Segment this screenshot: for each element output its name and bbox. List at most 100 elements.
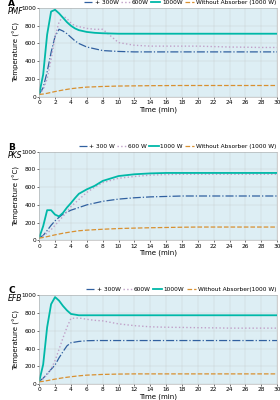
600 W xyxy=(180,172,184,177)
600 W xyxy=(77,197,81,202)
+ 300W xyxy=(244,50,247,54)
Without Absorber(1000 W) xyxy=(69,374,73,379)
+ 300W xyxy=(49,367,53,372)
Without Absorber(1000 W) xyxy=(61,375,65,380)
1000W xyxy=(93,313,96,318)
600W xyxy=(149,324,152,329)
600W xyxy=(212,44,215,49)
+ 300W xyxy=(228,50,231,54)
1000W xyxy=(41,362,45,367)
Line: Without Absorber(1000 W): Without Absorber(1000 W) xyxy=(39,374,277,382)
600W xyxy=(196,325,200,330)
600W xyxy=(101,318,104,323)
1000W xyxy=(196,313,200,318)
+ 300 W xyxy=(53,218,57,223)
Without Absorber (1000 W) xyxy=(85,228,88,232)
1000 W xyxy=(65,205,69,210)
Legend: + 300 W, 600 W, 1000 W, Without Absorber (1000 W): + 300 W, 600 W, 1000 W, Without Absorber… xyxy=(78,143,277,149)
1000W xyxy=(73,26,77,31)
1000W xyxy=(38,379,41,384)
+ 300W xyxy=(85,45,88,50)
1000 W xyxy=(260,170,263,175)
Without Absorber(1000 W) xyxy=(180,372,184,376)
1000W xyxy=(117,31,120,36)
1000W xyxy=(49,9,53,14)
1000W xyxy=(77,28,81,32)
600W xyxy=(81,25,85,30)
Without Absorber (1000 W) xyxy=(77,228,81,233)
1000W xyxy=(260,313,263,318)
1000W xyxy=(53,7,57,12)
Without Absorber(1000 W) xyxy=(41,379,45,384)
600W xyxy=(180,44,184,48)
+ 300W xyxy=(45,372,49,376)
+ 300 W xyxy=(45,228,49,233)
1000W xyxy=(212,313,215,318)
+ 300W xyxy=(101,48,104,53)
1000 W xyxy=(45,208,49,212)
600W xyxy=(61,336,65,340)
Without Absorber(1000 W) xyxy=(276,372,279,376)
+ 300W xyxy=(69,340,73,345)
600W xyxy=(69,316,73,321)
Without Absorber (1000 W) xyxy=(228,225,231,230)
X-axis label: Time (min): Time (min) xyxy=(139,106,177,113)
+ 300 W xyxy=(93,201,96,206)
Without Absorber (1000 W) xyxy=(196,225,200,230)
600W xyxy=(57,347,61,352)
Without Absorber (1000 W) xyxy=(180,83,184,88)
Line: 600 W: 600 W xyxy=(39,174,277,238)
600W xyxy=(101,27,104,32)
Without Absorber (1000 W) xyxy=(164,225,168,230)
600 W xyxy=(45,231,49,236)
600W xyxy=(228,326,231,330)
Without Absorber (1000 W) xyxy=(38,236,41,240)
Without Absorber (1000 W) xyxy=(38,92,41,97)
600W xyxy=(85,317,88,322)
600W xyxy=(93,318,96,323)
1000W xyxy=(212,31,215,36)
1000W xyxy=(61,15,65,20)
600W xyxy=(117,40,120,45)
1000W xyxy=(53,295,57,300)
1000W xyxy=(149,313,152,318)
Without Absorber (1000 W) xyxy=(276,83,279,88)
Without Absorber (1000 W) xyxy=(117,226,120,231)
600W xyxy=(133,323,136,328)
+ 300W xyxy=(38,379,41,384)
600W xyxy=(228,45,231,50)
+ 300W xyxy=(77,41,81,46)
+ 300W xyxy=(133,338,136,343)
+ 300W xyxy=(276,50,279,54)
Without Absorber (1000 W) xyxy=(77,86,81,90)
+ 300 W xyxy=(133,195,136,200)
1000W xyxy=(101,313,104,318)
1000 W xyxy=(38,235,41,240)
Without Absorber(1000 W) xyxy=(244,372,247,376)
600W xyxy=(149,44,152,48)
1000 W xyxy=(244,170,247,175)
Without Absorber (1000 W) xyxy=(85,85,88,90)
1000 W xyxy=(69,201,73,206)
Legend: + 300W, 600W, 1000W, Without Absorber (1000 W): + 300W, 600W, 1000W, Without Absorber (1… xyxy=(83,0,277,6)
1000W xyxy=(49,302,53,306)
600W xyxy=(164,44,168,48)
600 W xyxy=(101,180,104,185)
Without Absorber(1000 W) xyxy=(196,372,200,376)
+ 300 W xyxy=(212,194,215,198)
Line: 600W: 600W xyxy=(39,318,277,381)
1000W xyxy=(149,31,152,36)
X-axis label: Time (min): Time (min) xyxy=(139,250,177,256)
1000 W xyxy=(61,210,65,215)
+ 300 W xyxy=(69,208,73,212)
Without Absorber(1000 W) xyxy=(77,374,81,378)
+ 300 W xyxy=(41,233,45,238)
+ 300W xyxy=(65,31,69,36)
600W xyxy=(77,316,81,320)
Line: 1000W: 1000W xyxy=(39,297,277,381)
600W xyxy=(65,16,69,21)
Without Absorber (1000 W) xyxy=(212,83,215,88)
600 W xyxy=(61,214,65,219)
+ 300W xyxy=(180,50,184,54)
+ 300W xyxy=(244,338,247,343)
